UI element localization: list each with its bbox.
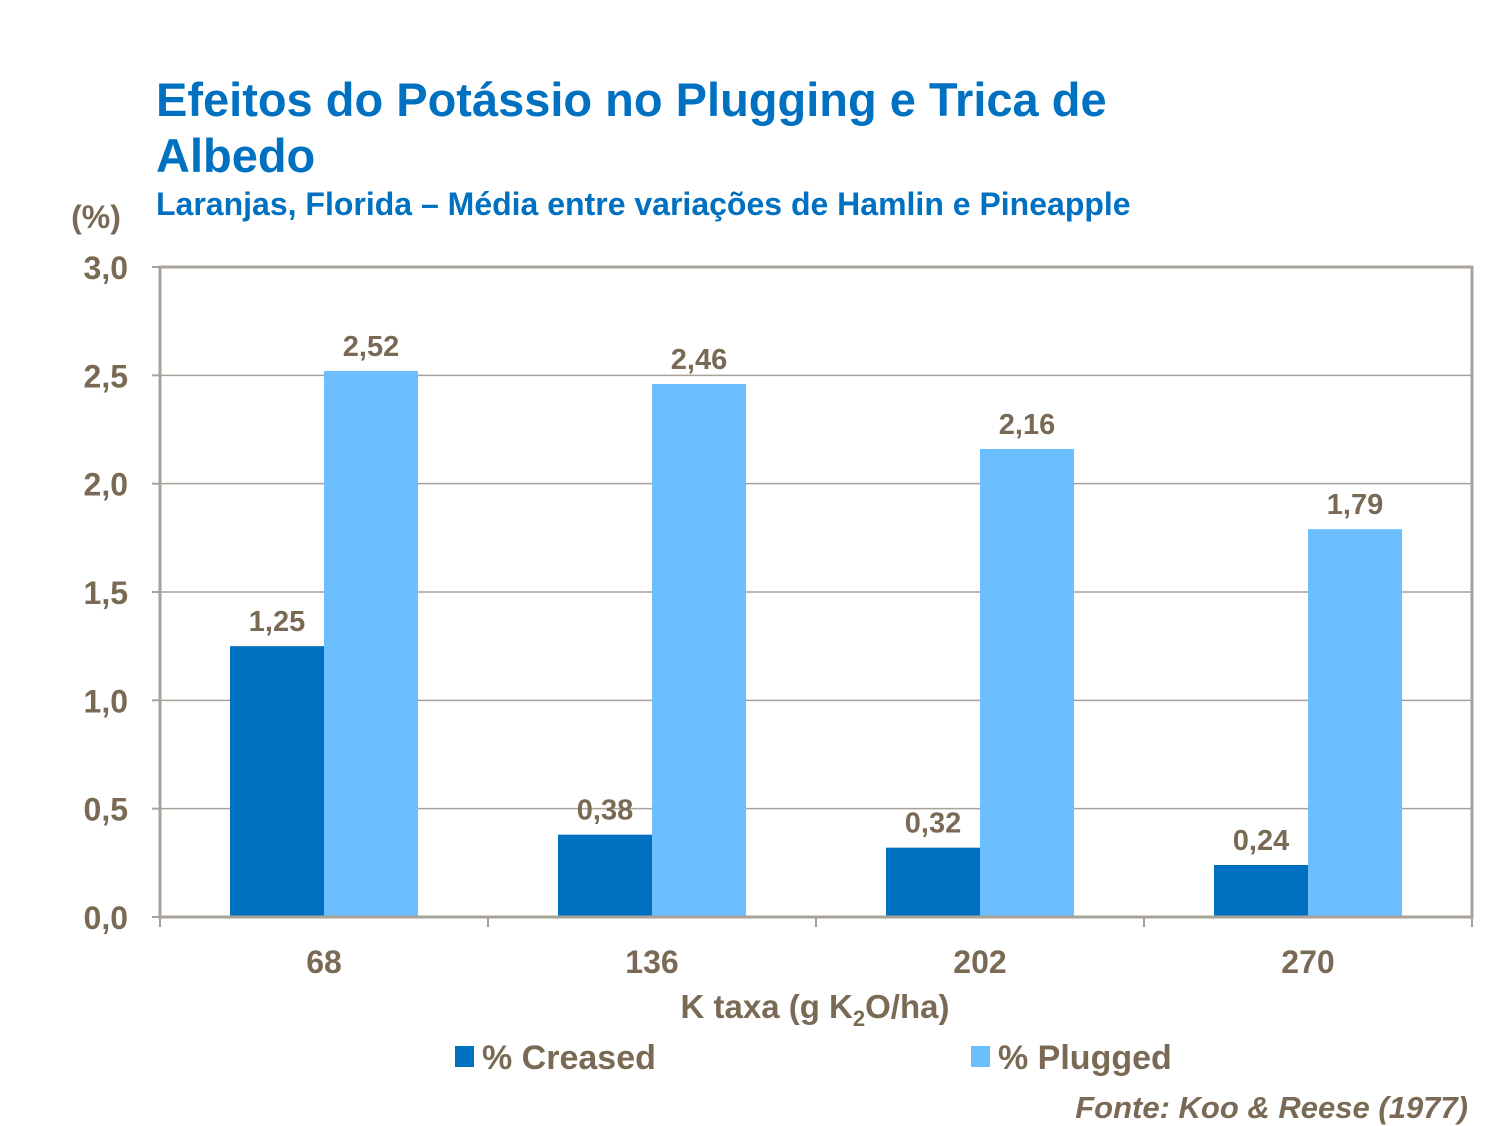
bar-creased bbox=[886, 847, 980, 917]
x-tick-label: 270 bbox=[1281, 944, 1334, 980]
legend-swatch-creased bbox=[455, 1046, 474, 1067]
plot-area-border bbox=[158, 265, 1474, 919]
x-tick-label: 68 bbox=[306, 944, 342, 980]
data-label: 2,52 bbox=[343, 331, 399, 363]
source-note: Fonte: Koo & Reese (1977) bbox=[1075, 1090, 1468, 1125]
data-label: 0,24 bbox=[1233, 825, 1289, 857]
bar-plugged bbox=[324, 371, 418, 917]
bar-plugged bbox=[1308, 529, 1402, 917]
chart-subtitle: Laranjas, Florida – Média entre variaçõe… bbox=[156, 186, 1131, 222]
x-tick-label: 202 bbox=[953, 944, 1006, 980]
y-tick-label: 2,5 bbox=[84, 358, 128, 394]
legend-label: % Creased bbox=[482, 1039, 656, 1077]
y-tick-label: 1,5 bbox=[84, 575, 128, 611]
data-label: 0,38 bbox=[577, 795, 633, 827]
bar-creased bbox=[230, 646, 324, 917]
legend-label: % Plugged bbox=[998, 1039, 1172, 1077]
chart-title: Efeitos do Potássio no Plugging e Trica … bbox=[156, 73, 1107, 182]
data-label: 1,25 bbox=[249, 606, 305, 638]
y-tick-label: 2,0 bbox=[84, 467, 128, 503]
bar-plugged bbox=[980, 449, 1074, 917]
legend-swatch-plugged bbox=[971, 1046, 990, 1067]
bar-creased bbox=[558, 834, 652, 917]
y-tick-label: 0,0 bbox=[84, 900, 128, 936]
data-label: 2,46 bbox=[671, 344, 727, 376]
y-axis-label: (%) bbox=[71, 199, 121, 235]
x-axis-label: K taxa (g K2O/ha) bbox=[681, 988, 950, 1031]
y-tick-label: 0,5 bbox=[84, 792, 128, 828]
data-label: 2,16 bbox=[999, 409, 1055, 441]
data-label: 0,32 bbox=[905, 808, 961, 840]
x-tick-label: 136 bbox=[625, 944, 678, 980]
y-tick-label: 1,0 bbox=[84, 683, 128, 719]
data-label: 1,79 bbox=[1327, 489, 1383, 521]
bar-creased bbox=[1214, 865, 1308, 917]
bar-plugged bbox=[652, 384, 746, 917]
y-tick-label: 3,0 bbox=[84, 250, 128, 286]
